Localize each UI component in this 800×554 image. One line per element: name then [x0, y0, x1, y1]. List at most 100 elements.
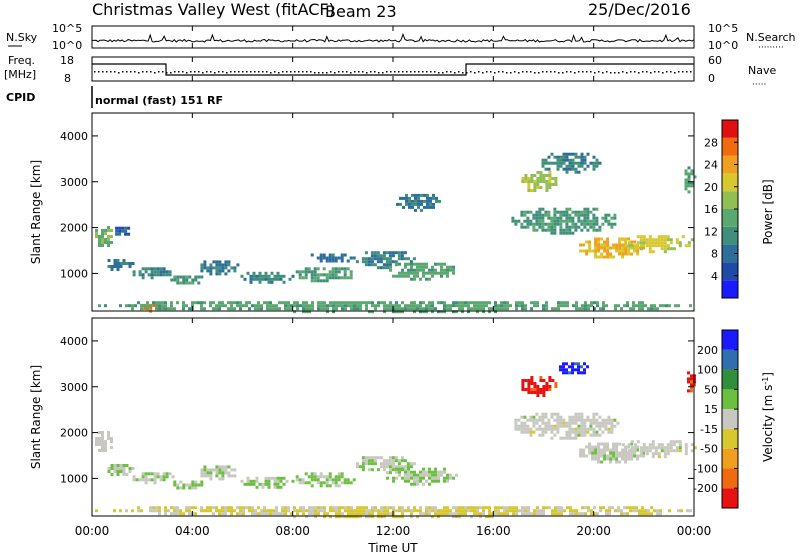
heatmap-cell — [610, 225, 614, 229]
heatmap-cell — [627, 443, 631, 447]
heatmap-cell — [113, 262, 117, 265]
heatmap-cell — [452, 476, 455, 480]
heatmap-cell — [663, 238, 667, 242]
heatmap-cell — [434, 470, 437, 474]
heatmap-cell — [413, 271, 416, 275]
heatmap-cell — [553, 222, 557, 226]
heatmap-cell — [541, 225, 545, 229]
heatmap-cell — [535, 412, 539, 416]
heatmap-cell — [355, 465, 359, 469]
heatmap-cell — [261, 485, 265, 489]
heatmap-cell — [396, 202, 399, 206]
heatmap-cell — [155, 506, 158, 510]
heatmap-cell — [388, 468, 392, 472]
heatmap-cell — [527, 382, 531, 385]
heatmap-cell — [398, 274, 401, 278]
heatmap-cell — [588, 240, 592, 244]
heatmap-cell — [657, 238, 661, 242]
heatmap-cell — [568, 167, 572, 171]
heatmap-cell — [391, 251, 395, 255]
heatmap-cell — [503, 506, 506, 510]
heatmap-cell — [323, 512, 326, 516]
heatmap-cell — [368, 310, 371, 314]
heatmap-cell — [452, 268, 455, 272]
heatmap-cell — [638, 512, 641, 516]
heatmap-cell — [574, 415, 578, 419]
heatmap-cell — [473, 301, 476, 305]
freq-trace — [92, 63, 694, 76]
heatmap-cell — [575, 307, 578, 311]
heatmap-cell — [660, 443, 664, 447]
heatmap-cell — [367, 468, 371, 472]
heatmap-cell — [497, 509, 500, 513]
heatmap-cell — [547, 421, 551, 425]
heatmap-cell — [684, 452, 688, 456]
heatmap-cell — [308, 310, 311, 314]
heatmap-cell — [600, 451, 604, 455]
heatmap-cell — [365, 301, 368, 305]
heatmap-cell — [617, 304, 620, 308]
heatmap-cell — [249, 482, 253, 486]
heatmap-cell — [562, 436, 566, 440]
heatmap-cell — [419, 277, 422, 281]
heatmap-cell — [200, 304, 203, 308]
heatmap-cell — [121, 229, 125, 233]
heatmap-cell — [557, 512, 560, 516]
power-ytick-label: 1000 — [60, 267, 88, 280]
heatmap-cell — [323, 304, 326, 308]
heatmap-cell — [509, 304, 512, 308]
heatmap-cell — [298, 481, 302, 485]
heatmap-cell — [359, 509, 362, 513]
heatmap-cell — [162, 475, 166, 479]
heatmap-cell — [411, 205, 414, 209]
heatmap-cell — [627, 249, 631, 253]
heatmap-cell — [197, 281, 201, 285]
heatmap-cell — [630, 440, 634, 444]
heatmap-cell — [571, 362, 574, 366]
heatmap-cell — [585, 454, 589, 458]
heatmap-cell — [164, 512, 167, 516]
heatmap-cell — [404, 509, 407, 513]
heatmap-cell — [583, 225, 587, 229]
heatmap-cell — [173, 278, 177, 282]
heatmap-cell — [657, 452, 661, 456]
heatmap-cell — [301, 481, 305, 485]
heatmap-cell — [574, 412, 578, 416]
nave-point — [274, 71, 276, 73]
heatmap-cell — [409, 465, 413, 469]
heatmap-cell — [405, 202, 408, 206]
heatmap-cell — [476, 509, 479, 513]
heatmap-cell — [215, 266, 219, 270]
heatmap-cell — [343, 273, 347, 277]
heatmap-cell — [252, 271, 256, 275]
heatmap-cell — [377, 304, 380, 308]
heatmap-cell — [317, 506, 320, 510]
heatmap-cell — [575, 301, 578, 305]
heatmap-cell — [669, 440, 673, 444]
heatmap-cell — [385, 263, 389, 267]
heatmap-cell — [512, 509, 515, 513]
heatmap-cell — [446, 274, 449, 278]
heatmap-cell — [440, 274, 443, 278]
heatmap-cell — [425, 506, 428, 510]
heatmap-cell — [416, 482, 419, 486]
heatmap-cell — [550, 161, 554, 165]
heatmap-cell — [520, 427, 524, 431]
heatmap-cell — [310, 276, 314, 280]
heatmap-cell — [152, 506, 155, 510]
heatmap-cell — [420, 202, 423, 206]
heatmap-cell — [391, 462, 395, 466]
heatmap-cell — [422, 274, 425, 278]
heatmap-cell — [282, 280, 286, 284]
heatmap-cell — [200, 263, 204, 267]
heatmap-cell — [319, 472, 323, 476]
heatmap-cell — [559, 415, 563, 419]
nave-tick-high: 60 — [708, 54, 722, 67]
heatmap-cell — [560, 509, 563, 513]
heatmap-cell — [627, 449, 631, 453]
heatmap-cell — [588, 249, 592, 253]
heatmap-cell — [562, 421, 566, 425]
heatmap-cell — [473, 506, 476, 510]
heatmap-cell — [592, 225, 596, 229]
